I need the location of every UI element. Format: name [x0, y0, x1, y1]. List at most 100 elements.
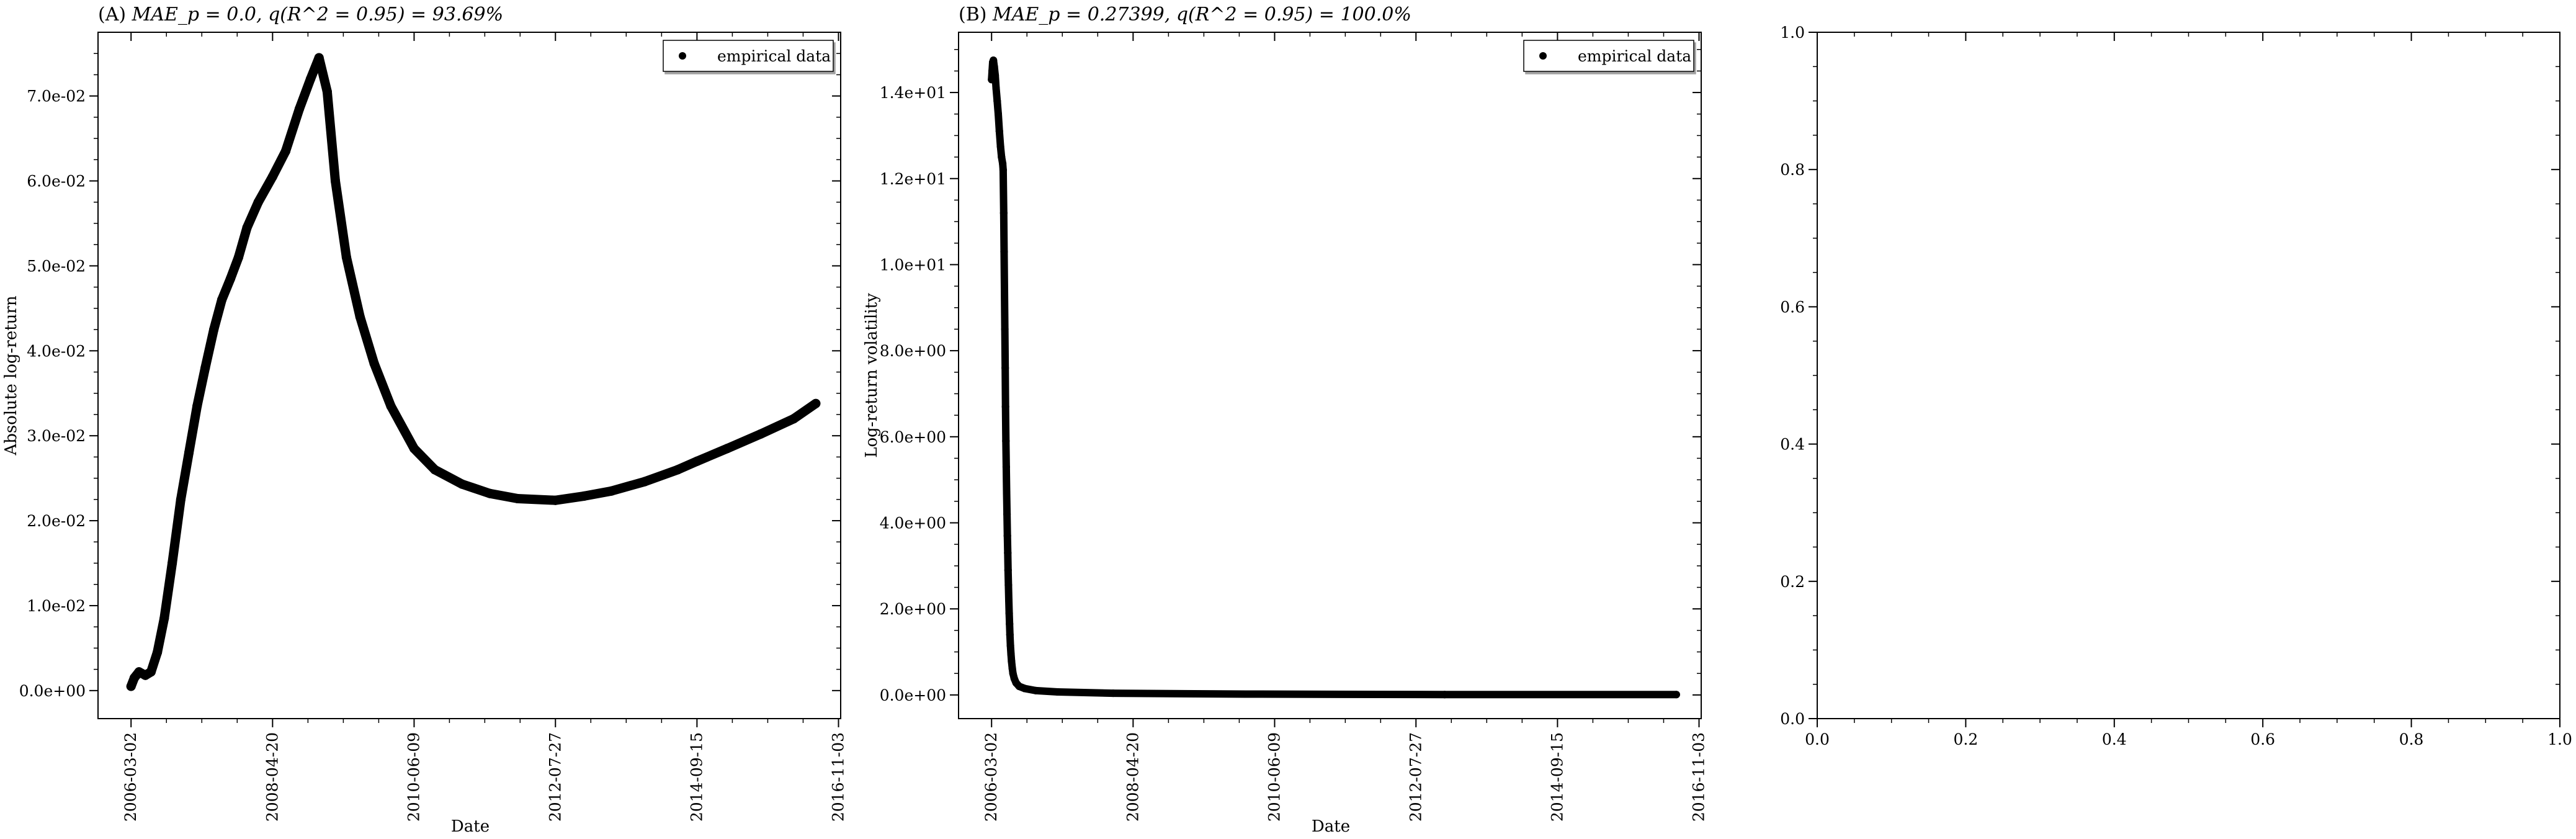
panel-a-x-tick-label: 2008-04-20 [263, 732, 281, 822]
panel-b-series-segment [1053, 688, 1117, 698]
panel-a-legend-label: empirical data [717, 47, 831, 65]
panel-b-legend-box [1523, 40, 1694, 72]
panel-a-title-prefix: (A) [98, 4, 132, 25]
panel-a-point [811, 398, 821, 408]
panel-b-y-tick-label: 6.0e+00 [880, 428, 946, 446]
panel-c-y-tick-label: 0.2 [1780, 573, 1805, 591]
panel-a-series-segment [369, 359, 396, 411]
panel-a-series-segment [200, 325, 219, 373]
panel-a-series-segment [314, 53, 332, 97]
panel-c-frame [1817, 32, 2560, 719]
panel-b-legend-label: empirical data [1578, 47, 1691, 65]
panel-a-series-segment [640, 465, 682, 487]
panel-a-series-segment [386, 401, 419, 454]
panel-b: (B) MAE_p = 0.27399, q(R^2 = 0.95) = 100… [862, 4, 1707, 836]
panel-a-series-segment [485, 488, 522, 503]
panel-a-series-segment [692, 444, 732, 466]
panel-a-x-tick-label: 2006-03-02 [122, 732, 140, 822]
panel-a-y-ticks: 0.0e+00 1.0e-02 2.0e-02 3.0e-02 4.0e-02 5.0e-… [19, 53, 841, 700]
panel-b-point [1672, 691, 1680, 699]
panel-a-series-segment [409, 444, 440, 475]
panel-a-legend-box [663, 40, 834, 72]
panel-a-y-tick-label: 7.0e-02 [27, 87, 86, 105]
panel-a-series-segment [184, 401, 202, 458]
panel-c-x-tick-label: 1.0 [2547, 730, 2572, 748]
panel-a-frame [97, 32, 841, 719]
panel-a-y-tick-label: 3.0e-02 [27, 427, 86, 445]
panel-b-x-ticks: 2006-03-02 2008-04-20 2010-06-09 2012-07-27… [982, 32, 1707, 822]
panel-b-x-tick-label: 2016-11-03 [1689, 732, 1707, 822]
panel-b-y-tick-label: 4.0e+00 [880, 514, 946, 532]
panel-b-x-tick-label: 2014-09-15 [1548, 732, 1566, 822]
panel-a-title-math: MAE_p = 0.0, q(R^2 = 0.95) = 93.69% [132, 4, 504, 25]
panel-a-series-segment [176, 448, 194, 505]
panel-b-series-segment [999, 166, 1008, 217]
panel-a-legend: empirical data [663, 40, 834, 72]
panel-a-points [126, 53, 821, 691]
panel-a-series-segment [550, 491, 589, 505]
panel-c-y-ticks: 0.0 0.2 0.4 0.6 0.8 1.0 [1780, 24, 2560, 728]
panel-c: 0.0 0.2 0.4 0.6 0.8 1.0 0.0 0.2 0.4 0.6 0.8 1.0 [1780, 24, 2572, 748]
panel-a-series-segment [295, 74, 315, 114]
panel-b-x-tick-label: 2010-06-09 [1265, 732, 1283, 822]
panel-a-series-segment [512, 494, 560, 505]
panel-a: (A) MAE_p = 0.0, q(R^2 = 0.95) = 93.69% … [2, 4, 847, 836]
panel-b-x-tick-label: 2008-04-20 [1124, 732, 1142, 822]
panel-b-series-segment [1001, 364, 1009, 411]
panel-a-y-tick-label: 1.0e-02 [27, 597, 86, 615]
panel-b-series-segment [1002, 463, 1011, 496]
panel-a-x-tick-label: 2014-09-15 [687, 732, 705, 822]
panel-b-series-segment [1001, 325, 1009, 372]
panel-b-y-tick-label: 8.0e+00 [880, 342, 946, 360]
panel-c-y-tick-label: 0.4 [1780, 436, 1805, 454]
panel-b-frame [958, 32, 1702, 719]
panel-a-series-segment [756, 414, 798, 439]
panel-a-title: (A) MAE_p = 0.0, q(R^2 = 0.95) = 93.69% [98, 4, 503, 25]
panel-a-series-segment [168, 495, 186, 568]
panel-b-y-ticks: 0.0e+00 2.0e+00 4.0e+00 6.0e+00 8.0e+00 1.0e+… [880, 48, 1701, 704]
panel-a-series-segment [341, 253, 365, 322]
panel-b-series-segment [1109, 689, 1250, 698]
panel-b-title: (B) MAE_p = 0.27399, q(R^2 = 0.95) = 100… [959, 4, 1411, 25]
panel-a-y-tick-label: 5.0e-02 [27, 257, 86, 275]
panel-c-y-tick-label: 0.6 [1780, 298, 1805, 316]
panel-a-y-tick-label: 0.0e+00 [19, 682, 86, 700]
panel-a-series-segment [192, 363, 210, 411]
panel-b-title-math: MAE_p = 0.27399, q(R^2 = 0.95) = 100.0% [992, 4, 1411, 25]
panel-a-y-tick-label: 4.0e-02 [27, 342, 86, 360]
panel-a-series-segment [233, 223, 252, 262]
panel-a-series-segment [153, 614, 169, 657]
panel-a-series-segment [322, 87, 340, 186]
panel-b-y-tick-label: 0.0e+00 [880, 686, 946, 704]
panel-a-series-segment [280, 104, 305, 156]
panel-b-x-label: Date [1312, 817, 1350, 836]
panel-a-series-segment [253, 172, 277, 207]
panel-a-x-tick-label: 2012-07-27 [546, 732, 564, 822]
panel-a-x-tick-label: 2016-11-03 [829, 732, 847, 822]
panel-c-y-tick-label: 1.0 [1780, 24, 1805, 42]
panel-b-y-tick-label: 2.0e+00 [880, 600, 946, 618]
panel-a-series-segment [331, 176, 351, 262]
panel-b-y-label: Log-return volatility [862, 293, 881, 458]
panel-a-y-tick-label: 2.0e-02 [27, 512, 86, 530]
panel-b-x-tick-label: 2012-07-27 [1407, 732, 1424, 822]
panel-a-x-tick-label: 2010-06-09 [405, 732, 423, 822]
panel-a-x-ticks: 2006-03-02 2008-04-20 2010-06-09 2012-07-27… [122, 32, 847, 822]
panel-b-title-prefix: (B) [959, 4, 993, 25]
panel-b-y-tick-label: 1.4e+01 [880, 84, 946, 102]
panel-a-y-label: Absolute log-return [2, 295, 20, 455]
panel-c-y-tick-label: 0.8 [1780, 161, 1805, 179]
panel-a-series-segment [430, 465, 467, 489]
panel-a-y-tick-label: 6.0e-02 [27, 173, 86, 191]
panel-b-points [988, 56, 1680, 699]
panel-a-series-segment [159, 559, 177, 623]
panel-a-x-label: Date [451, 817, 490, 836]
panel-c-x-tick-label: 0.6 [2250, 730, 2275, 748]
panel-a-legend-marker [679, 52, 686, 60]
panel-b-legend-marker [1539, 52, 1547, 60]
panel-a-series-segment [607, 477, 650, 496]
panel-c-y-tick-label: 0.0 [1780, 710, 1805, 728]
panel-a-series-segment [722, 429, 766, 454]
panel-b-y-tick-label: 1.0e+01 [880, 256, 946, 274]
panel-a-series-segment [355, 312, 379, 369]
